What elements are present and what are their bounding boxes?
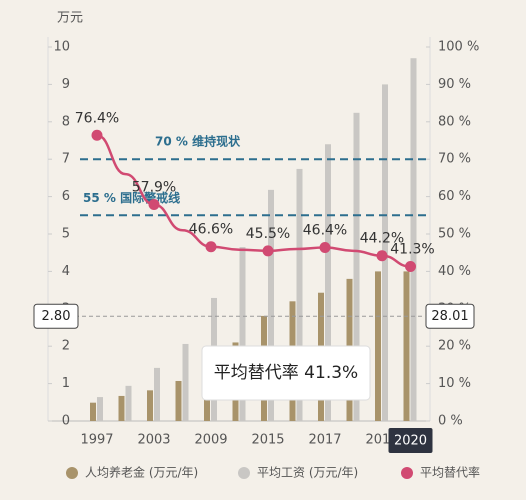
y-tick-label: 8 [62,114,70,129]
value-label: 45.5% [246,226,290,242]
y2-tick-label: 90 % [438,77,471,92]
y-tick-label: 2 [62,339,70,354]
legend-swatch [66,467,78,479]
x-tick-label: 2017 [308,433,341,448]
marker-box [425,303,475,329]
y2-tick-label: 70 % [438,152,471,167]
y2-tick-label: 80 % [438,114,471,129]
bar [90,402,96,421]
bar [182,343,189,421]
point [376,250,388,262]
y-tick-label: 0 [62,414,70,429]
point [405,261,416,273]
bar [296,168,303,421]
annotation: 平均替代率 41.3% [214,363,358,383]
y2-tick-label: 20 % [438,339,471,354]
y-unit: 万元 [57,11,83,26]
point [91,129,103,141]
bar [325,144,331,422]
y-tick-label: 5 [62,227,70,242]
y2-tick-label: 10 % [438,376,471,391]
marker-label: 28.01 [431,309,468,324]
x-tick-label: 2015 [251,433,284,448]
bar [410,58,417,421]
x-tick-label: 1997 [80,433,113,448]
x-tick-label: 2009 [194,433,227,448]
legend-swatch [401,467,413,479]
bar [175,380,182,421]
line [96,134,411,268]
y2-tick-label: 60 % [438,189,471,204]
legend-swatch [238,467,250,479]
x-tick-label: 2003 [137,433,170,448]
marker-box [33,303,79,329]
bar [375,271,381,421]
y2-tick-label: 50 % [438,227,471,242]
point [205,241,217,253]
bar [154,367,160,421]
y-tick-label: 4 [62,264,70,279]
reference-label: 70 % 维持现状 [155,134,241,149]
y-tick-label: 9 [62,77,70,92]
bar [97,397,103,421]
y-tick-label: 7 [62,152,70,167]
legend-label: 平均工资 (万元/年) [257,466,358,480]
value-label: 57.9% [132,179,176,195]
point [319,241,331,253]
value-label: 76.4% [75,110,119,126]
point [262,245,274,257]
y-tick-label: 6 [62,189,70,204]
value-label: 46.4% [303,222,347,238]
y2-tick-label: 100 % [438,40,479,55]
y-tick-label: 1 [62,376,70,391]
legend-label: 平均替代率 [420,465,480,480]
bar [118,395,125,421]
y-tick-label: 10 [53,40,70,55]
bar [239,247,246,421]
value-label: 46.6% [189,222,233,238]
value-label: 41.3% [390,242,434,258]
value-label: 44.2% [360,231,404,247]
legend-label: 人均养老金 (万元/年) [85,465,198,480]
annotation-box [201,345,371,401]
y2-tick-label: 0 % [438,414,463,429]
marker-label: 2.80 [42,309,71,324]
bar [125,385,132,421]
bar [353,112,360,421]
highlight-box [388,428,433,453]
bar [268,189,274,421]
bar [147,390,153,421]
point [148,198,160,210]
y2-tick-label: 40 % [438,264,471,279]
bar [403,271,410,421]
highlight-label: 2020 [394,434,427,449]
